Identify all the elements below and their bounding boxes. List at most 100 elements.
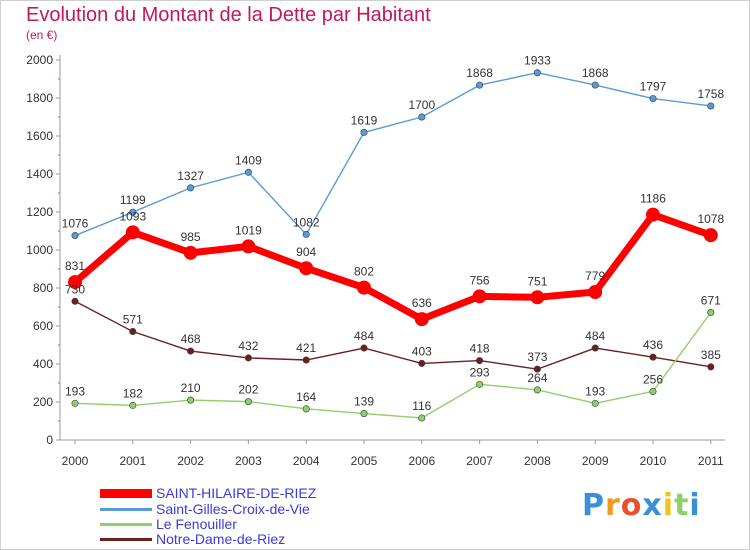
proxiti-logo: Proxiti bbox=[582, 488, 701, 523]
data-point-saint-gilles-croix-de-vie-2011 bbox=[707, 102, 715, 110]
data-point-saint-gilles-croix-de-vie-2005 bbox=[360, 128, 368, 136]
data-label-saint-hilaire-de-riez-2000: 831 bbox=[65, 259, 85, 273]
series-line-le-fenouiller bbox=[74, 311, 712, 419]
x-tick-label-2001: 2001 bbox=[119, 454, 146, 468]
data-label-saint-gilles-croix-de-vie-2009: 1868 bbox=[582, 66, 609, 80]
data-point-saint-gilles-croix-de-vie-2004 bbox=[302, 230, 310, 238]
data-label-saint-hilaire-de-riez-2005: 802 bbox=[354, 265, 374, 279]
data-label-notre-dame-de-riez-2010: 436 bbox=[643, 338, 663, 352]
logo-letter: i bbox=[689, 488, 701, 523]
y-tick-label-400: 400 bbox=[33, 357, 53, 371]
logo-letter: o bbox=[620, 488, 643, 523]
data-label-le-fenouiller-2001: 182 bbox=[123, 386, 143, 400]
data-label-saint-gilles-croix-de-vie-2011: 1758 bbox=[697, 87, 724, 101]
data-point-notre-dame-de-riez-2010 bbox=[649, 353, 657, 361]
data-label-notre-dame-de-riez-2000: 730 bbox=[65, 282, 85, 296]
y-tick-label-600: 600 bbox=[33, 319, 53, 333]
data-label-le-fenouiller-2004: 164 bbox=[296, 390, 316, 404]
x-tick-label-2009: 2009 bbox=[582, 454, 609, 468]
legend-item-saint-hilaire: SAINT-HILAIRE-DE-RIEZ bbox=[100, 484, 316, 502]
data-label-notre-dame-de-riez-2006: 403 bbox=[412, 344, 432, 358]
data-point-le-fenouiller-2005 bbox=[360, 410, 368, 418]
y-tick-label-1400: 1400 bbox=[26, 167, 53, 181]
data-point-saint-hilaire-de-riez-2010 bbox=[646, 207, 660, 222]
legend-label-notre-dame: Notre-Dame-de-Riez bbox=[156, 531, 286, 547]
data-label-saint-gilles-croix-de-vie-2003: 1409 bbox=[235, 153, 262, 167]
data-point-saint-gilles-croix-de-vie-2008 bbox=[533, 69, 541, 77]
data-point-saint-hilaire-de-riez-2009 bbox=[588, 284, 603, 299]
y-tick-label-1000: 1000 bbox=[26, 243, 53, 257]
data-point-saint-hilaire-de-riez-2007 bbox=[472, 289, 487, 304]
data-point-le-fenouiller-2010 bbox=[649, 387, 657, 395]
data-point-notre-dame-de-riez-2000 bbox=[71, 297, 79, 305]
data-label-saint-hilaire-de-riez-2004: 904 bbox=[296, 245, 316, 259]
data-label-saint-hilaire-de-riez-2011: 1078 bbox=[697, 212, 724, 226]
data-point-notre-dame-de-riez-2002 bbox=[187, 347, 195, 355]
data-label-le-fenouiller-2002: 210 bbox=[181, 381, 201, 395]
logo-letter: r bbox=[605, 488, 621, 523]
data-label-saint-hilaire-de-riez-2008: 751 bbox=[527, 274, 547, 288]
data-label-saint-hilaire-de-riez-2002: 985 bbox=[181, 230, 201, 244]
series-line-saint-gilles-croix-de-vie bbox=[74, 72, 712, 237]
x-tick-label-2005: 2005 bbox=[351, 454, 378, 468]
data-point-le-fenouiller-2001 bbox=[129, 401, 137, 409]
data-point-saint-hilaire-de-riez-2003 bbox=[241, 239, 256, 254]
data-label-le-fenouiller-2008: 264 bbox=[527, 371, 547, 385]
data-point-saint-hilaire-de-riez-2001 bbox=[125, 225, 140, 240]
data-point-saint-hilaire-de-riez-2004 bbox=[299, 261, 314, 276]
legend-swatch-saint-gilles bbox=[100, 507, 152, 511]
legend-item-saint-gilles: Saint-Gilles-Croix-de-Vie bbox=[100, 500, 310, 518]
data-point-saint-gilles-croix-de-vie-2006 bbox=[418, 113, 426, 121]
data-label-saint-gilles-croix-de-vie-2001: 1199 bbox=[120, 193, 146, 207]
logo-letter: P bbox=[582, 488, 605, 523]
data-label-le-fenouiller-2009: 193 bbox=[585, 384, 605, 398]
data-point-notre-dame-de-riez-2006 bbox=[418, 359, 426, 367]
data-point-saint-hilaire-de-riez-2000 bbox=[68, 275, 82, 290]
y-tick-label-200: 200 bbox=[33, 395, 53, 409]
data-point-notre-dame-de-riez-2001 bbox=[129, 328, 137, 336]
x-tick-label-2011: 2011 bbox=[698, 454, 724, 468]
data-label-notre-dame-de-riez-2003: 432 bbox=[238, 339, 258, 353]
data-point-notre-dame-de-riez-2008 bbox=[533, 365, 541, 373]
y-tick-label-0: 0 bbox=[46, 433, 53, 447]
data-label-saint-hilaire-de-riez-2007: 756 bbox=[470, 273, 490, 287]
data-point-saint-hilaire-de-riez-2005 bbox=[357, 280, 371, 295]
data-label-saint-gilles-croix-de-vie-2000: 1076 bbox=[62, 217, 89, 231]
data-point-le-fenouiller-2006 bbox=[418, 414, 426, 422]
legend-swatch-le-fenouiller bbox=[100, 522, 152, 526]
data-label-le-fenouiller-2005: 139 bbox=[354, 395, 374, 409]
data-label-saint-gilles-croix-de-vie-2005: 1619 bbox=[351, 113, 378, 127]
chart-subtitle: (en €) bbox=[26, 28, 58, 42]
x-tick-label-2004: 2004 bbox=[293, 454, 320, 468]
data-point-le-fenouiller-2000 bbox=[71, 399, 79, 407]
legend-swatch-saint-hilaire bbox=[100, 488, 152, 498]
data-label-saint-gilles-croix-de-vie-2004: 1082 bbox=[293, 215, 320, 229]
logo-letter: i bbox=[662, 488, 675, 523]
data-point-notre-dame-de-riez-2011 bbox=[707, 363, 715, 371]
data-label-notre-dame-de-riez-2001: 571 bbox=[123, 313, 143, 327]
data-point-saint-gilles-croix-de-vie-2002 bbox=[187, 184, 195, 192]
data-label-saint-gilles-croix-de-vie-2006: 1700 bbox=[408, 98, 435, 112]
data-point-saint-gilles-croix-de-vie-2009 bbox=[591, 81, 599, 89]
data-point-le-fenouiller-2011 bbox=[707, 309, 715, 317]
legend-item-notre-dame: Notre-Dame-de-Riez bbox=[100, 530, 285, 548]
data-point-notre-dame-de-riez-2003 bbox=[244, 354, 252, 362]
data-label-notre-dame-de-riez-2008: 373 bbox=[527, 350, 547, 364]
data-label-le-fenouiller-2006: 116 bbox=[412, 399, 431, 413]
data-point-saint-gilles-croix-de-vie-2010 bbox=[649, 95, 657, 103]
data-point-saint-gilles-croix-de-vie-2001 bbox=[129, 208, 137, 216]
data-label-notre-dame-de-riez-2007: 418 bbox=[470, 342, 490, 356]
data-point-saint-gilles-croix-de-vie-2003 bbox=[244, 168, 252, 176]
data-point-le-fenouiller-2008 bbox=[533, 386, 541, 394]
x-tick-label-2007: 2007 bbox=[466, 454, 493, 468]
data-point-notre-dame-de-riez-2009 bbox=[591, 344, 599, 352]
data-label-saint-hilaire-de-riez-2009: 779 bbox=[585, 269, 605, 283]
logo-letter: t bbox=[674, 488, 690, 523]
x-tick-label-2006: 2006 bbox=[408, 454, 435, 468]
data-label-notre-dame-de-riez-2005: 484 bbox=[354, 329, 374, 343]
data-label-saint-hilaire-de-riez-2001: 1093 bbox=[119, 209, 146, 223]
legend-item-le-fenouiller: Le Fenouiller bbox=[100, 515, 237, 533]
x-tick-label-2002: 2002 bbox=[177, 454, 204, 468]
y-tick-label-800: 800 bbox=[33, 281, 53, 295]
